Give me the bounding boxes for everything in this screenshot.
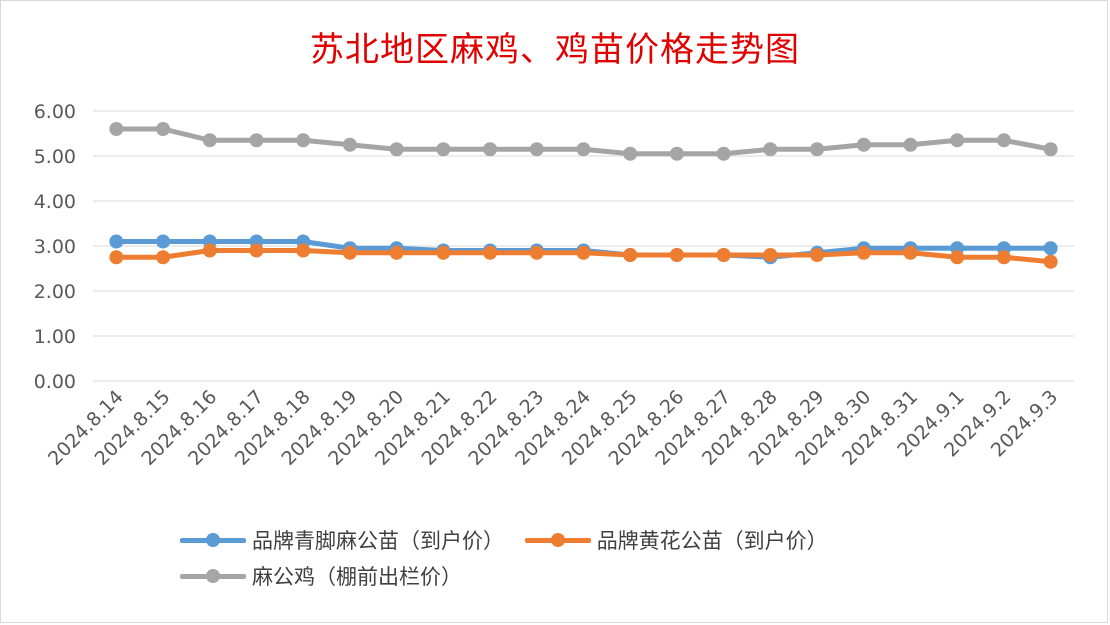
data-point (950, 250, 965, 265)
data-point (156, 250, 171, 265)
legend-swatch-icon (180, 566, 246, 586)
data-point (576, 245, 591, 260)
legend-label: 品牌青脚麻公苗（到户价） (252, 529, 504, 553)
data-point (950, 133, 965, 148)
data-point (856, 137, 871, 152)
legend-dot-icon (206, 533, 220, 547)
data-point (389, 142, 404, 157)
data-point (156, 234, 171, 249)
y-tick-label: 2.00 (34, 281, 76, 303)
data-point (249, 133, 264, 148)
data-point (1043, 241, 1058, 256)
data-point (436, 245, 451, 260)
legend-item-series-3: 麻公鸡（棚前出栏价） (180, 558, 462, 594)
data-point (1043, 142, 1058, 157)
legend-swatch-icon (524, 530, 591, 550)
data-point (903, 245, 918, 260)
data-point (529, 245, 544, 260)
data-point (436, 142, 451, 157)
data-point (296, 243, 311, 258)
data-point (903, 137, 918, 152)
data-point (342, 137, 357, 152)
chart-title: 苏北地区麻鸡、鸡苗价格走势图 (310, 30, 800, 70)
data-point (109, 234, 124, 249)
legend: 品牌青脚麻公苗（到户价） 品牌黄花公苗（到户价） 麻公鸡（棚前出栏价） (180, 522, 940, 594)
data-point (996, 250, 1011, 265)
data-point (669, 248, 684, 262)
data-point (249, 243, 264, 258)
data-point (810, 248, 825, 262)
data-point (576, 142, 591, 157)
data-point (342, 245, 357, 260)
data-point (483, 142, 498, 157)
data-point (483, 245, 498, 260)
data-point (202, 133, 217, 148)
data-point (716, 146, 731, 161)
data-point (810, 142, 825, 157)
y-tick-label: 0.00 (34, 371, 76, 393)
data-point (202, 243, 217, 258)
legend-swatch-icon (180, 530, 246, 550)
data-point (623, 146, 638, 161)
data-point (109, 250, 124, 265)
y-tick-label: 4.00 (34, 191, 76, 213)
y-tick-label: 6.00 (34, 101, 76, 123)
legend-item-series-1: 品牌青脚麻公苗（到户价） (180, 522, 504, 558)
y-tick-label: 1.00 (34, 326, 76, 348)
data-point (669, 146, 684, 161)
data-point (1043, 254, 1058, 269)
data-point (623, 248, 638, 262)
data-point (996, 133, 1011, 148)
legend-dot-icon (206, 569, 220, 583)
data-point (763, 248, 778, 262)
legend-label: 麻公鸡（棚前出栏价） (252, 565, 462, 589)
data-point (389, 245, 404, 260)
legend-label: 品牌黄花公苗（到户价） (596, 529, 828, 553)
data-point (296, 133, 311, 148)
y-tick-label: 5.00 (34, 146, 76, 168)
data-point (716, 248, 731, 262)
legend-item-series-2: 品牌黄花公苗（到户价） (524, 522, 828, 558)
legend-dot-icon (550, 533, 565, 547)
data-point (109, 122, 124, 136)
data-point (856, 245, 871, 260)
data-point (763, 142, 778, 157)
data-point (156, 122, 171, 136)
y-tick-label: 3.00 (34, 236, 76, 258)
data-point (529, 142, 544, 157)
